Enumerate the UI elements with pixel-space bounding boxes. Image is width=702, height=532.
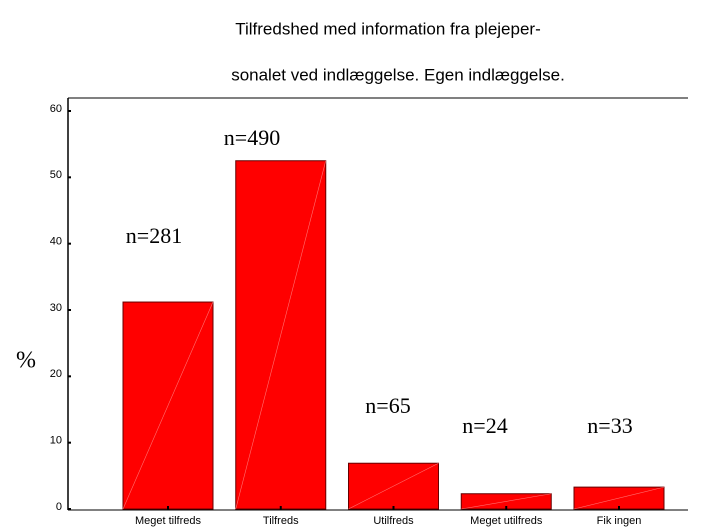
bar-shade xyxy=(122,301,214,510)
bar-shade xyxy=(348,462,439,510)
annotation: n=33 xyxy=(587,413,632,438)
y-tick-label: 60 xyxy=(50,103,62,115)
x-tick-label: Fik ingen xyxy=(597,515,642,527)
chart-title: sonalet ved indlæggelse. Egen indlæggels… xyxy=(231,65,565,84)
bar-shade xyxy=(461,493,552,510)
y-axis-label: % xyxy=(16,348,36,374)
x-tick-label: Meget tilfreds xyxy=(135,515,202,527)
y-tick-label: 30 xyxy=(50,302,62,314)
annotation: n=65 xyxy=(365,393,410,418)
annotation: n=490 xyxy=(224,125,280,150)
y-tick-label: 40 xyxy=(50,236,62,248)
bar-shade xyxy=(235,160,327,510)
x-tick-label: Tilfreds xyxy=(263,515,299,527)
y-tick-label: 10 xyxy=(50,435,62,447)
annotation: n=281 xyxy=(126,223,182,248)
annotation: n=24 xyxy=(462,413,507,438)
x-tick-label: Meget utilfreds xyxy=(470,515,543,527)
x-tick-label: Utilfreds xyxy=(373,515,414,527)
chart-title: Tilfredshed med information fra plejeper… xyxy=(235,19,541,38)
y-tick-label: 50 xyxy=(50,169,62,181)
bar-shade xyxy=(573,486,665,510)
y-tick-label: 20 xyxy=(50,368,62,380)
y-tick-label: 0 xyxy=(56,501,62,513)
